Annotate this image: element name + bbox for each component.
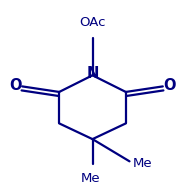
- Text: Me: Me: [81, 172, 100, 185]
- Text: O: O: [163, 78, 176, 93]
- Text: N: N: [86, 66, 99, 81]
- Text: OAc: OAc: [79, 16, 106, 29]
- Text: O: O: [9, 78, 22, 93]
- Text: Me: Me: [132, 157, 152, 170]
